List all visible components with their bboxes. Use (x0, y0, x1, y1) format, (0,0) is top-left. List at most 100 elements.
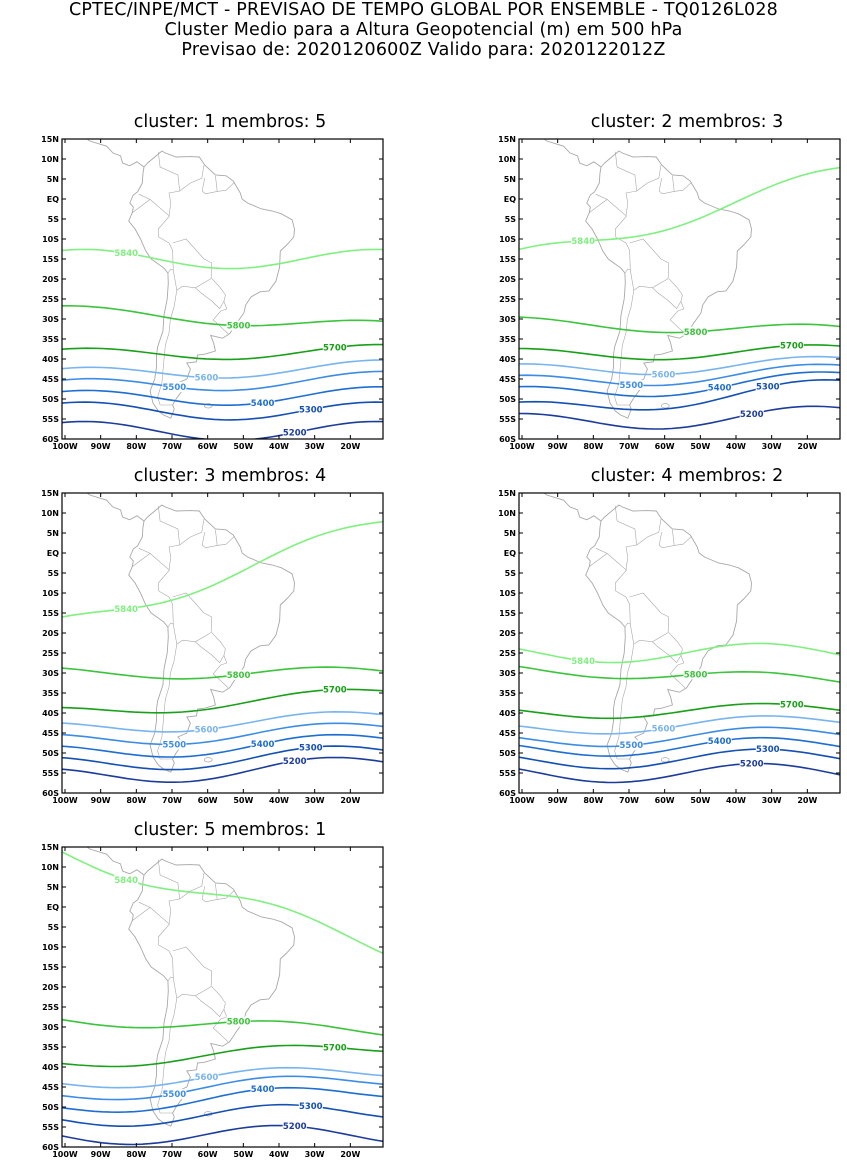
lon-label: 90W (548, 796, 568, 805)
coastline-south-america (128, 150, 295, 419)
lon-label: 40W (726, 442, 746, 451)
lat-label: 50S (42, 749, 59, 758)
lat-label: 10N (41, 863, 59, 872)
contour-label-bg (779, 699, 804, 710)
panel-title: cluster: 3 membros: 4 (133, 466, 327, 486)
contour-label-bg (114, 248, 139, 259)
contour-label-5400: 5400 (251, 399, 275, 409)
lat-label: 25S (499, 295, 516, 304)
contour-label-bg (250, 738, 275, 749)
lat-label: 35S (499, 689, 516, 698)
contour-label-5600: 5600 (652, 370, 676, 380)
lon-label: 30W (305, 1150, 325, 1159)
country-border (172, 592, 213, 645)
contour-label-bg (194, 724, 219, 735)
map-plot: 5840 5800 5700 5600 5500 5400 5300 5200 15N 10N 5N… (498, 489, 841, 805)
lon-label: 20W (797, 796, 817, 805)
lon-label: 80W (583, 442, 603, 451)
lat-label: 50S (499, 395, 516, 404)
lat-label: 15S (42, 255, 59, 264)
map-panel-cluster-1: cluster: 1 membros: 5 5840 5800 5700 5600 55… (25, 112, 405, 458)
country-border (172, 946, 213, 999)
contour-label-5600: 5600 (195, 726, 219, 736)
lat-label: 20S (499, 275, 516, 284)
coastline-central-america (86, 139, 145, 168)
country-border (629, 238, 670, 291)
lat-label: 10N (498, 509, 516, 518)
coastline-central-america (543, 139, 602, 168)
contour-label-bg (322, 342, 347, 353)
map-layer: 5840 5800 5700 5600 5500 5400 5300 5200 (519, 493, 840, 784)
lon-label: 70W (619, 442, 639, 451)
map-panel-cluster-4: cluster: 4 membros: 2 5840 5800 5700 5600 55… (482, 466, 847, 812)
lat-label: 10S (499, 235, 516, 244)
contour-label-bg (114, 603, 139, 614)
country-border (201, 178, 235, 195)
contour-label-5840: 5840 (114, 605, 138, 615)
contour-label-5840: 5840 (571, 237, 595, 247)
lat-label: 30S (42, 315, 59, 324)
lat-label: 10S (499, 589, 516, 598)
lat-label: EQ (504, 549, 516, 558)
contour-5800 (519, 316, 840, 334)
contour-label-5840: 5840 (114, 876, 138, 886)
lat-label: 5N (504, 175, 516, 184)
country-border (157, 644, 178, 760)
contour-label-5700: 5700 (780, 342, 804, 352)
map-plot: 5840 5800 5700 5600 5500 5400 5300 5200 15N 10N 5N… (498, 135, 841, 451)
lon-label: 100W (509, 442, 535, 451)
contour-5200 (62, 756, 383, 783)
lat-label: 10N (41, 509, 59, 518)
contour-label-5700: 5700 (323, 686, 347, 696)
contour-label-bg (250, 397, 275, 408)
lat-label: 60S (499, 789, 516, 798)
contour-label-5200: 5200 (740, 760, 764, 770)
contour-label-5300: 5300 (299, 405, 323, 415)
lat-label: 55S (42, 415, 59, 424)
contour-5200 (519, 405, 840, 430)
lon-label: 90W (91, 442, 111, 451)
lat-label: 20S (42, 629, 59, 638)
panel-title: cluster: 1 membros: 5 (133, 112, 327, 132)
lat-label: 10N (41, 155, 59, 164)
lat-label: 50S (499, 749, 516, 758)
country-border (652, 278, 683, 310)
contour-5600 (519, 715, 840, 735)
contour-label-bg (651, 723, 676, 734)
lon-label: 90W (91, 1150, 111, 1159)
lat-label: 55S (499, 769, 516, 778)
map-layer: 5840 5800 5700 5600 5500 5400 5300 5200 (62, 493, 383, 783)
contour-5300 (62, 745, 383, 771)
lat-label: 50S (42, 395, 59, 404)
lat-label: 45S (499, 375, 516, 384)
country-border (157, 215, 174, 274)
panel-title: cluster: 5 membros: 1 (133, 820, 327, 840)
country-border (179, 518, 205, 546)
lat-label: EQ (47, 903, 59, 912)
lon-label: 40W (269, 442, 289, 451)
lat-label: 40S (499, 709, 516, 718)
contour-5400 (62, 733, 383, 758)
country-border (157, 998, 178, 1114)
contour-label-5400: 5400 (708, 737, 732, 747)
contour-5500 (62, 370, 383, 392)
contour-label-bg (683, 326, 708, 337)
country-border (215, 175, 218, 192)
map-background (62, 847, 383, 1147)
map-panel-cluster-5: cluster: 5 membros: 1 5840 5800 5700 5600 55… (25, 820, 405, 1166)
lon-label: 100W (52, 1150, 78, 1159)
contour-label-bg (162, 739, 187, 750)
country-border (652, 632, 683, 664)
lat-label: 10S (42, 235, 59, 244)
lon-label: 100W (52, 442, 78, 451)
lon-label: 50W (233, 1150, 253, 1159)
contour-label-bg (779, 340, 804, 351)
lon-label: 90W (91, 796, 111, 805)
country-border (636, 518, 662, 546)
country-border (614, 215, 631, 274)
contour-label-5800: 5800 (227, 322, 251, 332)
coastline-south-america (585, 504, 752, 773)
map-background (519, 493, 840, 793)
lat-label: 10S (42, 589, 59, 598)
lat-label: 50S (42, 1103, 59, 1112)
